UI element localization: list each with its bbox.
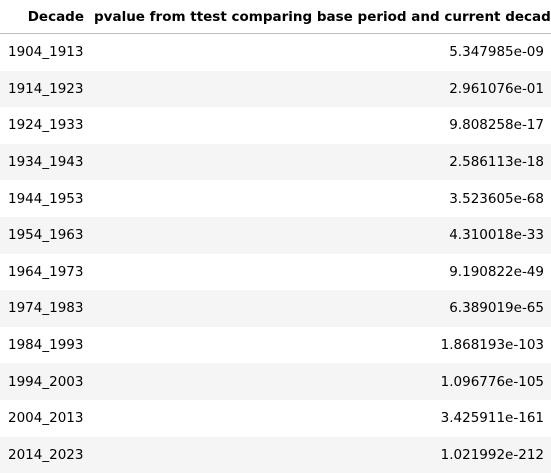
pvalue-cell: 9.190822e-49 — [90, 254, 551, 291]
pvalue-cell: 4.310018e-33 — [90, 217, 551, 254]
table-row: 2004_2013 3.425911e-161 — [0, 400, 551, 437]
pvalue-cell: 9.808258e-17 — [90, 107, 551, 144]
decade-cell: 1924_1933 — [0, 107, 90, 144]
table-row: 1914_1923 2.961076e-01 — [0, 71, 551, 108]
pvalue-cell: 2.961076e-01 — [90, 71, 551, 108]
table-row: 1934_1943 2.586113e-18 — [0, 144, 551, 181]
table-row: 1994_2003 1.096776e-105 — [0, 363, 551, 400]
table-row: 1964_1973 9.190822e-49 — [0, 254, 551, 291]
decade-cell: 1954_1963 — [0, 217, 90, 254]
table-row: 1924_1933 9.808258e-17 — [0, 107, 551, 144]
pvalue-cell: 3.425911e-161 — [90, 400, 551, 437]
table-row: 1954_1963 4.310018e-33 — [0, 217, 551, 254]
decade-cell: 1974_1983 — [0, 290, 90, 327]
decade-cell: 1914_1923 — [0, 71, 90, 108]
pvalue-cell: 3.523605e-68 — [90, 180, 551, 217]
table-row: 2014_2023 1.021992e-212 — [0, 437, 551, 473]
header-row: Decade pvalue from ttest comparing base … — [0, 0, 551, 34]
column-header-pvalue: pvalue from ttest comparing base period … — [90, 0, 551, 34]
table-header: Decade pvalue from ttest comparing base … — [0, 0, 551, 34]
column-header-decade: Decade — [0, 0, 90, 34]
decade-cell: 1934_1943 — [0, 144, 90, 181]
table-row: 1904_1913 5.347985e-09 — [0, 34, 551, 71]
decade-cell: 1904_1913 — [0, 34, 90, 71]
decade-cell: 2004_2013 — [0, 400, 90, 437]
pvalue-cell: 5.347985e-09 — [90, 34, 551, 71]
pvalue-cell: 1.021992e-212 — [90, 437, 551, 473]
decade-cell: 1994_2003 — [0, 363, 90, 400]
table-body: 1904_1913 5.347985e-09 1914_1923 2.96107… — [0, 34, 551, 473]
pvalue-cell: 6.389019e-65 — [90, 290, 551, 327]
pvalue-cell: 1.868193e-103 — [90, 327, 551, 364]
decade-cell: 1984_1993 — [0, 327, 90, 364]
table-row: 1944_1953 3.523605e-68 — [0, 180, 551, 217]
decade-cell: 2014_2023 — [0, 437, 90, 473]
decade-cell: 1964_1973 — [0, 254, 90, 291]
decade-cell: 1944_1953 — [0, 180, 90, 217]
table-row: 1984_1993 1.868193e-103 — [0, 327, 551, 364]
pvalue-cell: 2.586113e-18 — [90, 144, 551, 181]
table-row: 1974_1983 6.389019e-65 — [0, 290, 551, 327]
pvalue-cell: 1.096776e-105 — [90, 363, 551, 400]
